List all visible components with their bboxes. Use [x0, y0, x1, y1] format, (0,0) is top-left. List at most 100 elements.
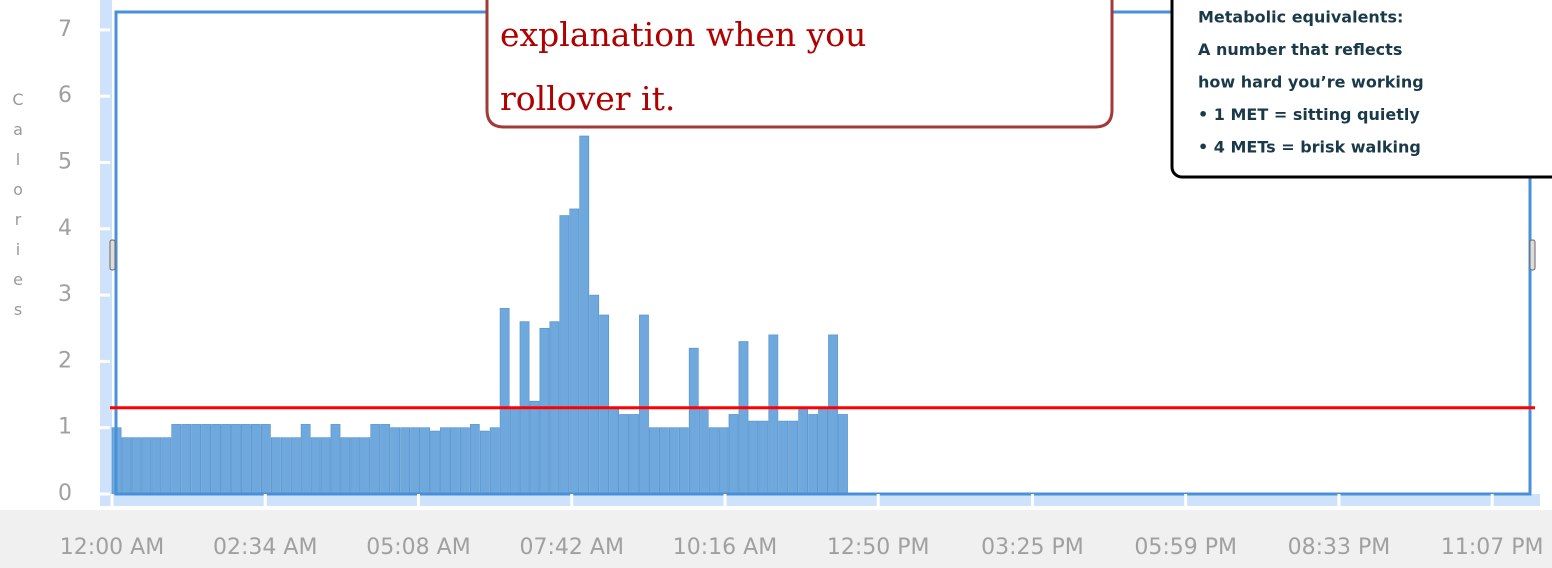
callout-text: rollover it. — [500, 79, 675, 118]
bar — [340, 437, 351, 495]
bar — [539, 327, 550, 495]
bar — [241, 424, 251, 495]
bar — [668, 427, 679, 495]
bar — [440, 427, 450, 495]
bar — [629, 414, 639, 495]
bar — [569, 208, 580, 495]
bar — [609, 407, 619, 495]
bar — [251, 424, 261, 495]
callout-text: explanation when you — [500, 15, 866, 54]
bar — [410, 427, 420, 495]
bar — [768, 334, 779, 495]
bar — [798, 407, 809, 495]
x-tick-label: 11:07 PM — [1441, 535, 1544, 560]
bar — [529, 400, 540, 495]
y-axis-label: Calories — [9, 90, 28, 330]
x-tick-label: 10:16 AM — [673, 535, 777, 560]
y-tick-label: 3 — [58, 282, 72, 307]
bar — [828, 334, 838, 495]
bar — [489, 427, 500, 495]
bar — [380, 424, 391, 495]
bar — [718, 427, 729, 495]
tooltip-text: • 1 MET = sitting quietly — [1198, 105, 1420, 124]
bar — [599, 314, 610, 495]
bar — [171, 424, 182, 495]
x-tick-label: 08:33 PM — [1288, 535, 1391, 560]
tooltip-box — [1170, 0, 1552, 179]
right-handle[interactable] — [1529, 239, 1536, 271]
bar — [310, 437, 321, 495]
x-tick-label: 05:59 PM — [1134, 535, 1237, 560]
axis-panel — [0, 510, 1552, 568]
bar — [181, 424, 192, 495]
bar — [579, 135, 590, 495]
bar — [131, 437, 142, 495]
bar — [400, 427, 411, 495]
bar — [211, 424, 221, 495]
bar — [420, 427, 430, 495]
left-handle[interactable] — [109, 239, 116, 271]
bar — [201, 424, 212, 495]
bar — [619, 414, 629, 495]
y-tick-label: 1 — [58, 415, 72, 440]
y-tick-label: 5 — [58, 150, 72, 175]
bar — [290, 437, 301, 495]
bar — [459, 427, 470, 495]
bar — [141, 437, 152, 495]
y-tick-label: 7 — [58, 17, 72, 42]
tooltip-text: Metabolic equivalents: — [1198, 8, 1403, 27]
bar — [708, 427, 719, 495]
bar — [639, 314, 649, 495]
y-tick-label: 2 — [58, 348, 72, 373]
y-tick-label: 0 — [58, 481, 72, 506]
bar — [161, 437, 172, 495]
bar — [658, 427, 669, 495]
tooltip-text: • 4 METs = brisk walking — [1198, 138, 1421, 157]
bar — [758, 420, 769, 495]
y-slider[interactable] — [100, 0, 112, 505]
bar — [320, 437, 331, 495]
bar — [430, 430, 440, 495]
bar — [678, 427, 689, 495]
bar — [559, 215, 570, 495]
x-tick-label: 02:34 AM — [213, 535, 317, 560]
bar — [838, 414, 848, 495]
bar — [788, 420, 799, 495]
bar — [499, 308, 510, 495]
bar — [231, 424, 241, 495]
bar — [469, 424, 480, 495]
bar — [738, 341, 749, 495]
tooltip-text: how hard you’re working — [1198, 73, 1424, 92]
bar — [778, 420, 789, 495]
callout-box — [485, 0, 1114, 129]
bar — [748, 420, 759, 495]
tooltip-text: A number that reflects — [1198, 40, 1402, 59]
y-tick-label: 4 — [58, 216, 72, 241]
bar — [509, 407, 520, 495]
bar — [350, 437, 361, 495]
bar — [330, 424, 341, 495]
bar — [698, 407, 709, 495]
bar — [450, 427, 460, 495]
bar — [300, 424, 311, 495]
bar — [818, 407, 828, 495]
bar — [649, 427, 659, 495]
x-tick-label: 12:00 AM — [60, 535, 164, 560]
bar — [121, 437, 132, 495]
bar — [479, 430, 490, 495]
bar — [270, 437, 281, 495]
x-tick-label: 05:08 AM — [366, 535, 470, 560]
x-tick-label: 03:25 PM — [981, 535, 1084, 560]
x-tick-label: 12:50 PM — [827, 535, 930, 560]
bar — [370, 424, 381, 495]
bar — [390, 427, 401, 495]
bar — [260, 424, 271, 495]
bar — [589, 294, 600, 495]
x-slider[interactable] — [100, 494, 1540, 506]
bar — [151, 437, 162, 495]
bar — [728, 414, 739, 495]
bar — [191, 424, 202, 495]
x-tick-label: 07:42 AM — [520, 535, 624, 560]
bar — [221, 424, 231, 495]
